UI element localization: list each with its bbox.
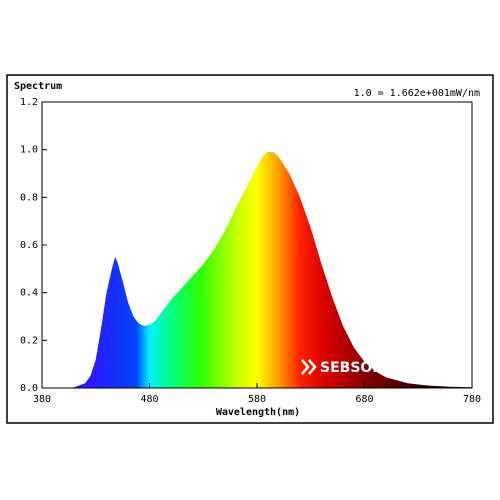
x-tick-label: 680 [355, 394, 373, 405]
y-tick-label: 0.4 [20, 288, 38, 299]
frame [6, 74, 494, 424]
y-tick-label: 1.2 [20, 97, 38, 108]
plot [42, 152, 472, 388]
y-tick-label: 1.0 [20, 145, 38, 156]
logo-icon [301, 359, 317, 375]
x-tick-label: 380 [33, 394, 51, 405]
subtitle: 1.0 = 1.662e+001mW/nm [354, 88, 480, 99]
x-axis-label: Wavelength(nm) [216, 407, 300, 418]
x-tick-label: 780 [463, 394, 481, 405]
x-tick-label: 480 [140, 394, 158, 405]
chart-title: Spectrum [14, 81, 62, 92]
y-tick-label: 0.8 [20, 192, 38, 203]
spectrum-area [42, 152, 472, 388]
watermark: SEBSON [320, 360, 384, 376]
y-tick-label: 0.0 [20, 383, 38, 394]
x-tick-label: 580 [248, 394, 266, 405]
y-tick-label: 0.2 [20, 335, 38, 346]
y-tick-label: 0.6 [20, 240, 38, 251]
